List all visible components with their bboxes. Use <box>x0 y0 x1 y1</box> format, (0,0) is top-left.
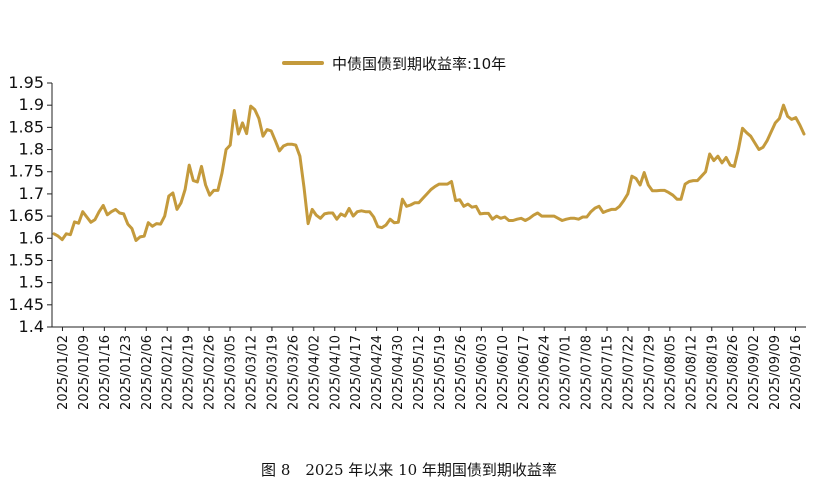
x-tick-label: 2025/03/05 <box>224 335 239 410</box>
x-tick-label: 2025/05/26 <box>454 335 469 410</box>
x-tick-label: 2025/07/29 <box>642 335 657 410</box>
y-tick-label: 1.55 <box>8 250 44 269</box>
x-tick-label: 2025/01/09 <box>77 335 92 410</box>
series-line <box>52 103 806 242</box>
x-tick-label: 2025/05/19 <box>433 335 448 410</box>
x-tick-label: 2025/06/24 <box>538 335 553 410</box>
x-tick-label: 2025/02/26 <box>203 335 218 410</box>
x-tick-label: 2025/05/12 <box>412 335 427 410</box>
y-tick-label: 1.85 <box>8 117 44 136</box>
x-tick-label: 2025/01/16 <box>98 335 113 410</box>
x-tick-label: 2025/01/23 <box>119 335 134 410</box>
legend-label: 中债国债到期收益率:10年 <box>332 55 506 73</box>
x-tick-label: 2025/04/02 <box>307 335 322 410</box>
x-tick-label: 2025/09/02 <box>747 335 762 410</box>
y-tick-label: 1.4 <box>19 317 44 336</box>
y-tick-label: 1.8 <box>19 140 44 159</box>
y-tick-label: 1.95 <box>8 73 44 92</box>
legend: 中债国债到期收益率:10年 <box>282 55 506 73</box>
y-tick-label: 1.45 <box>8 295 44 314</box>
x-tick-label: 2025/06/10 <box>496 335 511 410</box>
x-tick-label: 2025/07/01 <box>559 335 574 410</box>
y-tick-label: 1.5 <box>19 273 44 292</box>
y-tick-label: 1.65 <box>8 206 44 225</box>
x-axis: 2025/01/02 2025/01/09 2025/01/16 2025/01/23… <box>52 326 806 410</box>
x-tick-label: 2025/08/26 <box>726 335 741 410</box>
x-tick-label: 2025/03/12 <box>244 335 259 410</box>
x-tick-label: 2025/08/12 <box>684 335 699 410</box>
x-tick-label: 2025/02/12 <box>161 335 176 410</box>
figure-caption: 图 8 2025 年以来 10 年期国债到期收益率 <box>261 461 557 479</box>
x-tick-label: 2025/03/19 <box>265 335 280 410</box>
y-tick-label: 1.9 <box>19 95 44 114</box>
x-tick-label: 2025/09/09 <box>768 335 783 410</box>
x-tick-label: 2025/03/26 <box>286 335 301 410</box>
y-axis: 1.4 1.45 1.5 1.55 1.6 1.65 1.7 1.75 1.8 1.85 1.9 1.… <box>8 73 53 336</box>
x-tick-label: 2025/04/30 <box>391 335 406 410</box>
x-tick-label: 2025/04/24 <box>370 335 385 410</box>
x-tick-label: 2025/07/22 <box>621 335 636 410</box>
x-tick-label: 2025/04/10 <box>328 335 343 410</box>
x-tick-label: 2025/07/08 <box>580 335 595 410</box>
y-tick-label: 1.75 <box>8 162 44 181</box>
x-tick-label: 2025/09/16 <box>789 335 804 410</box>
x-tick-label: 2025/02/19 <box>182 335 197 410</box>
x-tick-label: 2025/06/03 <box>475 335 490 410</box>
x-tick-label: 2025/08/19 <box>705 335 720 410</box>
y-tick-label: 1.7 <box>19 184 44 203</box>
x-tick-label: 2025/07/15 <box>601 335 616 410</box>
x-tick-label: 2025/01/02 <box>56 335 71 410</box>
x-tick-label: 2025/04/17 <box>349 335 364 410</box>
x-tick-label: 2025/08/05 <box>663 335 678 410</box>
line-chart: 中债国债到期收益率:10年 1.41.451.51.551.61.651.71.… <box>8 55 806 410</box>
x-tick-label: 2025/06/17 <box>517 335 532 410</box>
y-tick-label: 1.6 <box>19 228 44 247</box>
x-tick-label: 2025/02/06 <box>140 335 155 410</box>
